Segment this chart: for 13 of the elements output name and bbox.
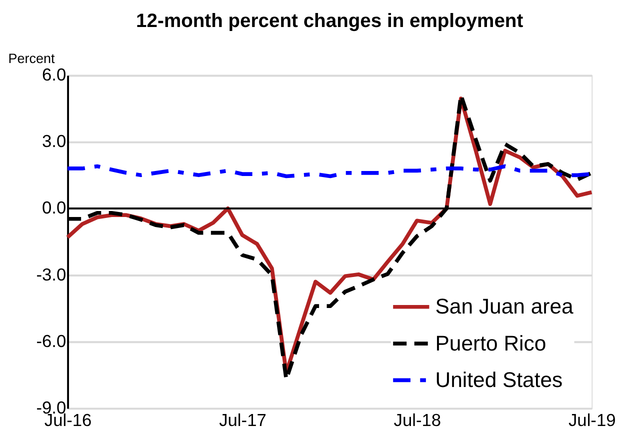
- legend-label: San Juan area: [435, 296, 574, 319]
- y-tick-label: 6.0: [42, 64, 66, 85]
- legend-label: Puerto Rico: [435, 332, 546, 356]
- x-tick-label: Jul-19: [568, 410, 616, 430]
- y-tick-label: -6.0: [36, 330, 66, 351]
- y-tick-label: 0.0: [42, 198, 66, 218]
- y-tick-label: -3.0: [36, 264, 66, 284]
- x-tick-label: Jul-18: [394, 410, 442, 430]
- legend-label: United States: [435, 368, 563, 392]
- chart-title: 12-month percent changes in employment: [136, 10, 524, 32]
- y-axis-title: Percent: [8, 51, 55, 66]
- x-tick-label: Jul-17: [219, 410, 266, 430]
- y-tick-label: 3.0: [42, 131, 66, 152]
